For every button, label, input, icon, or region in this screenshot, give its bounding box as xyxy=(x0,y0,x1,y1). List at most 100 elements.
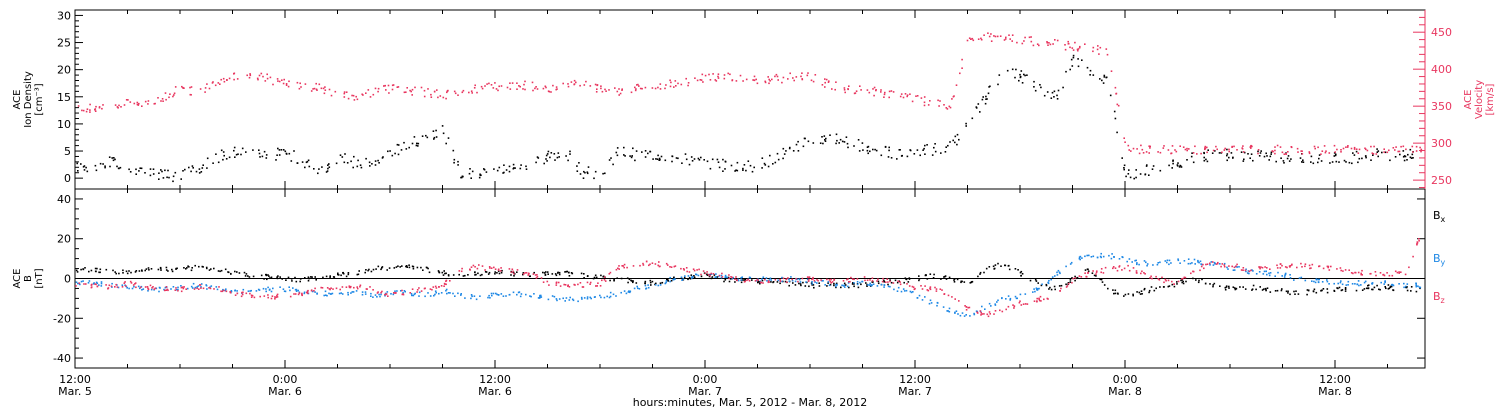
velocity-point xyxy=(1130,150,1132,152)
velocity-point xyxy=(1186,149,1188,152)
bz-point xyxy=(941,289,943,291)
density-point xyxy=(461,175,464,178)
bz-point xyxy=(1019,300,1021,302)
density-point xyxy=(525,165,527,168)
density-point xyxy=(433,138,435,140)
density-point xyxy=(502,172,504,174)
density-point xyxy=(200,171,203,173)
bx-point xyxy=(406,266,408,268)
bx-point xyxy=(496,272,498,274)
bz-point xyxy=(1071,281,1073,284)
density-point xyxy=(724,168,726,170)
by-point xyxy=(1262,273,1265,275)
velocity-point xyxy=(1336,148,1338,151)
density-point xyxy=(565,155,567,157)
bz-point xyxy=(1357,271,1360,274)
density-point xyxy=(1123,164,1126,167)
bz-point xyxy=(270,297,273,300)
bx-point xyxy=(290,278,293,280)
velocity-point xyxy=(531,81,534,84)
velocity-point xyxy=(1419,146,1421,149)
by-point xyxy=(1415,284,1417,287)
density-point xyxy=(1203,159,1206,162)
bx-point xyxy=(706,273,708,276)
bz-point xyxy=(499,270,502,272)
density-point xyxy=(604,172,606,175)
bz-point xyxy=(1104,266,1107,269)
bz-point xyxy=(1300,262,1302,265)
bx-point xyxy=(1251,289,1253,291)
density-point xyxy=(160,169,162,171)
bz-point xyxy=(1344,269,1347,271)
bz-point xyxy=(935,290,938,292)
bz-point xyxy=(1289,265,1292,267)
bz-point xyxy=(1102,272,1105,274)
bz-point xyxy=(1339,267,1342,269)
density-point xyxy=(569,150,571,153)
by-point xyxy=(150,288,153,291)
density-point xyxy=(1376,148,1378,150)
density-point xyxy=(586,171,589,173)
bx-point xyxy=(1326,291,1329,294)
by-point xyxy=(147,290,149,292)
velocity-point xyxy=(173,94,175,96)
bz-point xyxy=(196,287,198,290)
by-point xyxy=(762,276,765,278)
velocity-point xyxy=(909,93,911,95)
density-point xyxy=(846,142,849,145)
density-point xyxy=(1402,156,1405,158)
bz-point xyxy=(431,288,433,291)
bz-point xyxy=(622,265,624,267)
by-point xyxy=(1033,288,1035,290)
bz-point xyxy=(1181,278,1183,280)
velocity-point xyxy=(453,90,456,93)
density-point xyxy=(671,160,673,163)
bx-point xyxy=(956,278,959,281)
density-point xyxy=(624,155,626,157)
bz-point xyxy=(704,272,707,275)
density-point xyxy=(1358,157,1361,160)
bx-point xyxy=(234,270,236,273)
bz-point xyxy=(831,281,834,283)
bz-point xyxy=(767,280,770,282)
velocity-point xyxy=(764,80,766,83)
velocity-point xyxy=(1123,137,1125,139)
bx-point xyxy=(1084,269,1087,271)
by-point xyxy=(957,313,959,315)
bz-point xyxy=(165,286,168,288)
bz-point xyxy=(542,281,545,283)
by-point xyxy=(289,289,291,292)
by-point xyxy=(236,290,238,292)
by-point xyxy=(1113,256,1115,258)
velocity-point xyxy=(190,86,193,88)
density-y-tick-label: 0 xyxy=(64,172,71,185)
bz-point xyxy=(924,285,926,287)
density-point xyxy=(1377,155,1379,158)
density-point xyxy=(188,166,190,169)
velocity-point xyxy=(430,96,433,98)
bx-point xyxy=(583,273,585,275)
bx-point xyxy=(1306,289,1309,291)
velocity-point xyxy=(659,88,662,90)
legend-subscript: x xyxy=(1441,215,1446,224)
velocity-point xyxy=(439,95,442,97)
bz-point xyxy=(1223,265,1226,268)
by-point xyxy=(1398,283,1400,285)
velocity-point xyxy=(635,88,637,90)
density-point xyxy=(293,150,295,152)
by-point xyxy=(1070,261,1073,264)
bx-point xyxy=(268,275,270,277)
velocity-point xyxy=(756,82,759,85)
by-point xyxy=(1293,279,1295,281)
density-point xyxy=(1053,96,1055,98)
velocity-point xyxy=(987,32,989,34)
velocity-point xyxy=(141,105,143,107)
density-point xyxy=(469,168,471,170)
by-point xyxy=(1341,283,1344,286)
density-point xyxy=(259,156,261,158)
bz-point xyxy=(908,285,911,287)
velocity-point xyxy=(355,95,357,98)
bz-point xyxy=(658,265,661,268)
bx-point xyxy=(75,269,78,272)
by-point xyxy=(1037,288,1039,290)
